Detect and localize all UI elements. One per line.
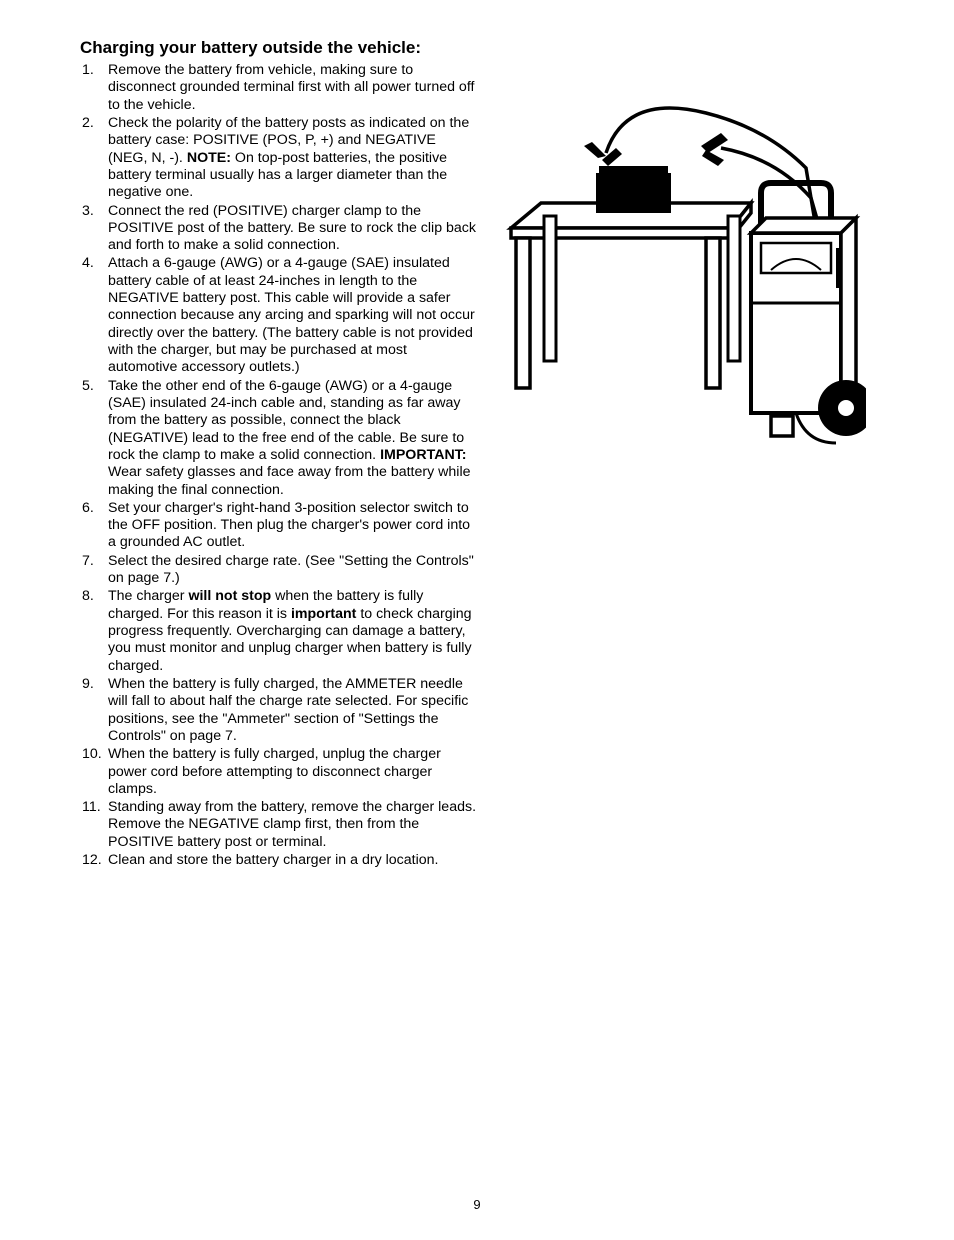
instruction-item: 9.When the battery is fully charged, the… — [80, 676, 476, 745]
item-text: Set your charger's right-hand 3-position… — [108, 500, 476, 552]
item-text: Clean and store the battery charger in a… — [108, 852, 476, 869]
item-text: Select the desired charge rate. (See "Se… — [108, 553, 476, 588]
instruction-item: 2.Check the polarity of the battery post… — [80, 115, 476, 202]
item-number: 4. — [80, 255, 108, 376]
instruction-item: 6.Set your charger's right-hand 3-positi… — [80, 500, 476, 552]
item-number: 6. — [80, 500, 108, 552]
item-text: When the battery is fully charged, the A… — [108, 676, 476, 745]
figure-column — [496, 38, 884, 870]
section-heading: Charging your battery outside the vehicl… — [80, 38, 476, 58]
instruction-item: 1.Remove the battery from vehicle, makin… — [80, 62, 476, 114]
instruction-item: 5.Take the other end of the 6-gauge (AWG… — [80, 378, 476, 499]
item-number: 12. — [80, 852, 108, 869]
instruction-item: 10.When the battery is fully charged, un… — [80, 746, 476, 798]
item-text: Connect the red (POSITIVE) charger clamp… — [108, 203, 476, 255]
item-number: 8. — [80, 588, 108, 675]
item-number: 10. — [80, 746, 108, 798]
item-text: Standing away from the battery, remove t… — [108, 799, 476, 851]
item-number: 1. — [80, 62, 108, 114]
instruction-item: 12.Clean and store the battery charger i… — [80, 852, 476, 869]
item-number: 5. — [80, 378, 108, 499]
item-text: When the battery is fully charged, unplu… — [108, 746, 476, 798]
item-text: Attach a 6-gauge (AWG) or a 4-gauge (SAE… — [108, 255, 476, 376]
instruction-item: 11.Standing away from the battery, remov… — [80, 799, 476, 851]
item-number: 3. — [80, 203, 108, 255]
item-number: 11. — [80, 799, 108, 851]
item-number: 9. — [80, 676, 108, 745]
instruction-item: 7.Select the desired charge rate. (See "… — [80, 553, 476, 588]
instruction-item: 8.The charger will not stop when the bat… — [80, 588, 476, 675]
item-text: The charger will not stop when the batte… — [108, 588, 476, 675]
text-column: Charging your battery outside the vehicl… — [80, 38, 476, 870]
instruction-item: 3.Connect the red (POSITIVE) charger cla… — [80, 203, 476, 255]
item-text: Check the polarity of the battery posts … — [108, 115, 476, 202]
instruction-list: 1.Remove the battery from vehicle, makin… — [80, 62, 476, 869]
item-number: 7. — [80, 553, 108, 588]
item-text: Take the other end of the 6-gauge (AWG) … — [108, 378, 476, 499]
item-number: 2. — [80, 115, 108, 202]
charger-illustration — [506, 98, 866, 498]
instruction-item: 4.Attach a 6-gauge (AWG) or a 4-gauge (S… — [80, 255, 476, 376]
page-number: 9 — [473, 1197, 480, 1212]
item-text: Remove the battery from vehicle, making … — [108, 62, 476, 114]
